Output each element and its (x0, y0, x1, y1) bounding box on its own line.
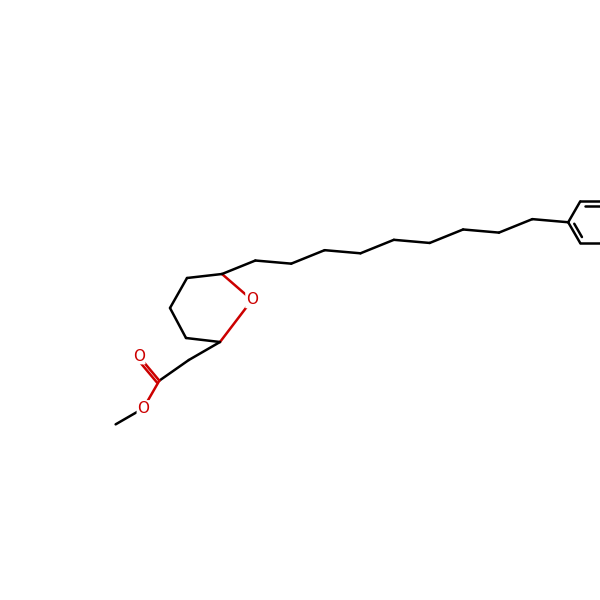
Text: O: O (137, 401, 149, 416)
Text: O: O (133, 349, 145, 364)
Text: O: O (246, 292, 258, 307)
